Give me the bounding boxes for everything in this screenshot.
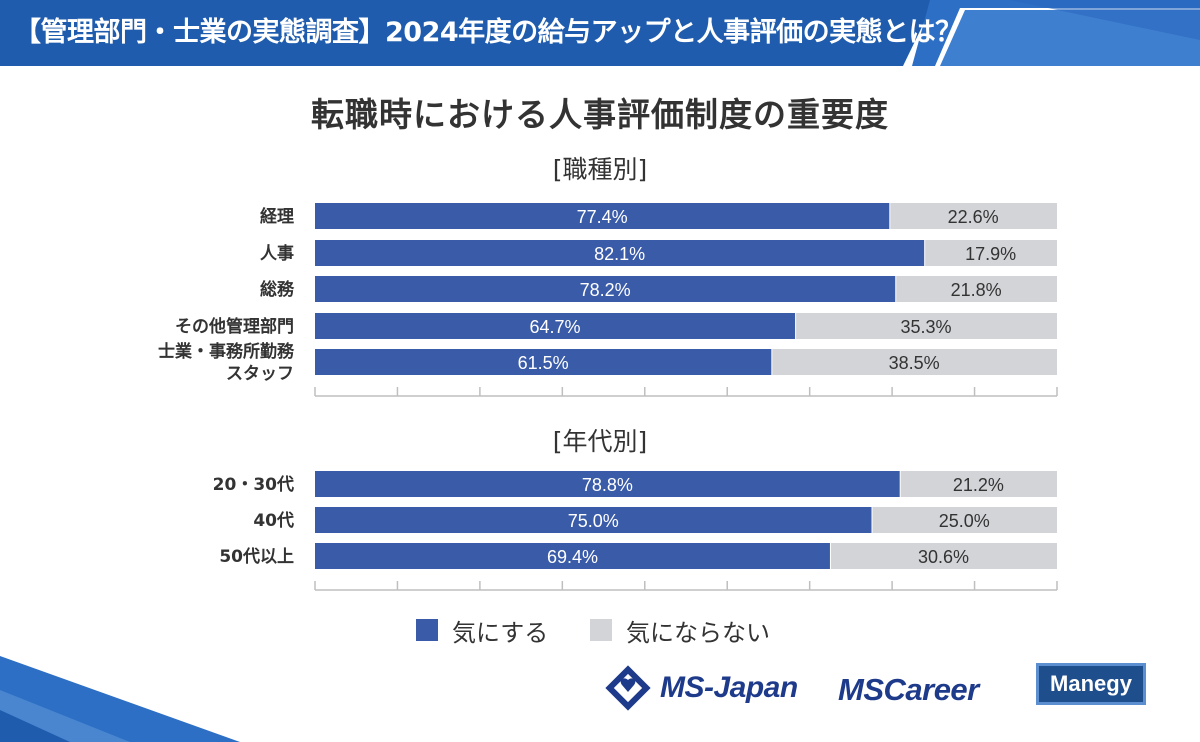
data-label-primary: 77.4% (577, 207, 628, 227)
bar-secondary (925, 240, 1057, 266)
legend-swatch-secondary (590, 619, 612, 641)
bar-secondary (890, 203, 1057, 229)
bar-primary (315, 203, 890, 229)
header-bar (0, 0, 1200, 66)
header-title: 【管理部門・士業の実態調査】2024年度の給与アップと人事評価の実態とは？ (14, 17, 962, 48)
data-label-primary: 82.1% (594, 244, 645, 264)
category-label: 40代 (253, 510, 294, 531)
legend-swatch-primary (416, 619, 438, 641)
legend-label-secondary: 気にならない (626, 618, 770, 647)
bar-secondary (830, 543, 1057, 569)
data-label-primary: 78.8% (582, 475, 633, 495)
data-label-secondary: 25.0% (939, 511, 990, 531)
ms-japan-logo: MS-Japan (604, 660, 798, 716)
data-label-secondary: 35.3% (901, 317, 952, 337)
bar-primary (315, 240, 925, 266)
data-label-secondary: 21.8% (951, 280, 1002, 300)
bar-secondary (772, 349, 1057, 375)
data-label-primary: 75.0% (568, 511, 619, 531)
data-label-primary: 61.5% (518, 353, 569, 373)
legend-item-secondary: 気にならない (590, 612, 770, 648)
bar-primary (315, 313, 796, 339)
bar-primary (315, 276, 896, 302)
ms-japan-logo-text: MS-Japan (660, 671, 798, 704)
ms-japan-emblem-icon (605, 665, 651, 711)
bar-secondary (796, 313, 1057, 339)
category-label: 20・30代 (213, 474, 294, 495)
section-title-age: [年代別] (552, 427, 648, 456)
category-label: 人事 (260, 244, 294, 264)
category-label: 総務 (260, 279, 295, 300)
bar-primary (315, 471, 900, 497)
category-label: その他管理部門 (175, 316, 294, 337)
data-label-secondary: 17.9% (965, 244, 1016, 264)
bar-secondary (900, 471, 1057, 497)
bar-secondary (896, 276, 1057, 302)
section-title-occupation: [職種別] (552, 155, 648, 184)
data-label-primary: 78.2% (580, 280, 631, 300)
chart-title: 転職時における人事評価制度の重要度 (311, 95, 889, 134)
data-label-secondary: 21.2% (953, 475, 1004, 495)
data-label-secondary: 38.5% (889, 353, 940, 373)
manegy-logo: Manegy (1036, 663, 1146, 705)
category-label: 50代以上 (219, 546, 294, 567)
legend: 気にする 気にならない (0, 612, 1200, 648)
legend-label-primary: 気にする (452, 618, 549, 647)
data-label-secondary: 30.6% (918, 547, 969, 567)
data-label-secondary: 22.6% (948, 207, 999, 227)
data-label-primary: 64.7% (530, 317, 581, 337)
legend-item-primary: 気にする (416, 612, 548, 648)
category-label: 士業・事務所勤務スタッフ (158, 341, 295, 384)
bar-primary (315, 349, 772, 375)
bar-primary (315, 543, 830, 569)
data-label-primary: 69.4% (547, 547, 598, 567)
category-label: 経理 (260, 206, 294, 227)
bar-secondary (872, 507, 1057, 533)
bar-primary (315, 507, 872, 533)
ms-career-logo: MSCareer (838, 672, 979, 707)
